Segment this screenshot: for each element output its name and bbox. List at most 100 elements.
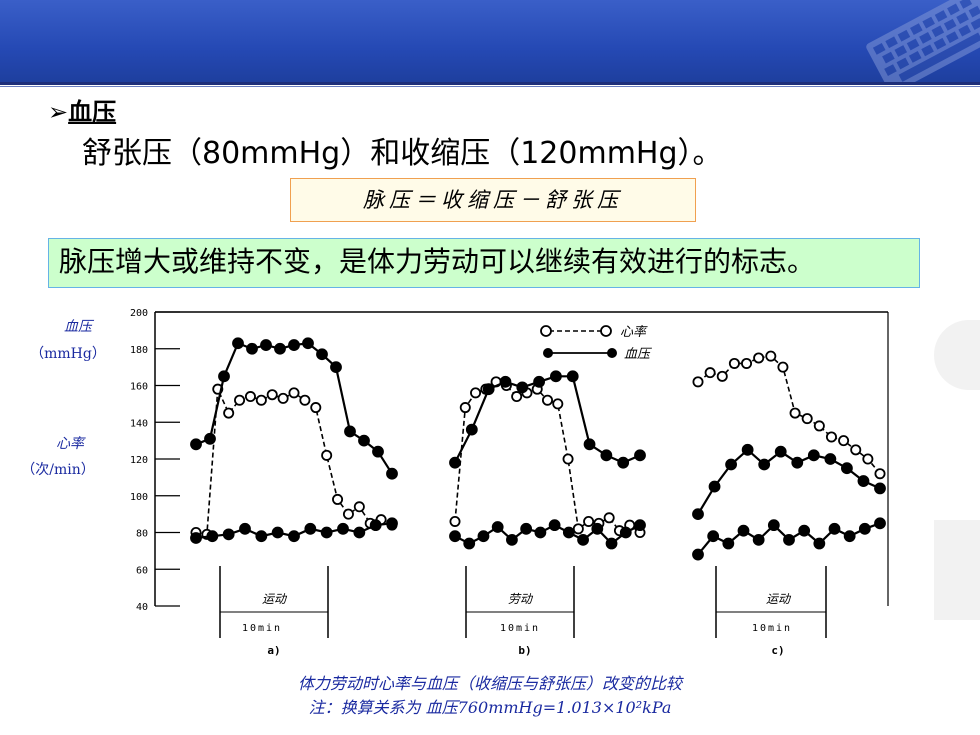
systolic-point [741,443,754,456]
systolic-point [499,375,512,388]
heart-rate-point [234,394,246,406]
panel-label: c) [771,644,784,657]
systolic-point [725,458,737,471]
heart-rate-point [459,402,471,414]
diastolic-point [304,522,317,535]
y-label-bp-name: 血压 [64,319,95,335]
heart-rate-point [741,357,753,369]
diastolic-point [752,533,765,546]
diastolic-point [548,519,561,532]
heart-rate-point [310,402,322,414]
diastolic-point [722,537,735,550]
duration-label: 10min [500,623,540,634]
heart-rate-point [223,407,235,419]
systolic-line [697,448,881,515]
systolic-point [841,462,853,475]
heart-rate-point [449,515,461,527]
heart-rate-line [697,355,881,475]
systolic-point [274,342,286,355]
heart-rate-point [552,398,564,410]
heart-rate-point [838,435,850,447]
systolic-point [316,348,328,361]
section-title: ➢血压 [48,92,116,127]
heart-rate-point [266,389,278,401]
activity-label: 运动 [766,592,792,606]
heart-rate-point [850,444,862,456]
y-tick-label: 80 [136,529,148,540]
diastolic-point [520,522,533,535]
diastolic-point [320,526,333,539]
side-decoration [934,520,980,620]
systolic-point [634,449,646,462]
diastolic-point [828,522,841,535]
y-tick-label: 140 [130,418,148,429]
heart-rate-point [470,387,482,399]
panel-2: 劳动 10min b) [449,370,646,657]
activity-label: 运动 [262,592,288,606]
systolic-line [195,341,393,475]
heart-rate-point [692,376,704,388]
heart-rate-point [572,523,584,535]
y-tick-label: 200 [130,308,148,319]
diastolic-point [707,530,720,543]
diastolic-point [369,519,382,532]
heart-rate-point [801,413,813,425]
diastolic-point [858,522,871,535]
heart-rate-blood-pressure-chart: 血压 （mmHg） 心率 （次/min） 40 60 80 100 120 140 160 1… [21,308,889,657]
legend-blood-pressure-label: 血压 [624,347,652,362]
legend-heart-rate-label: 心率 [620,324,648,340]
diastolic-point [767,519,780,532]
systolic-point [372,445,384,458]
panel-1: 运动 10min a) [190,337,398,657]
section-title-text: 血压 [68,98,117,126]
systolic-point [482,383,495,396]
heart-rate-point [542,394,554,406]
diastolic-point [491,521,504,533]
pressure-description: 舒张压（80mmHg）和收缩压（120mmHg）。 [82,136,723,171]
systolic-point [708,480,721,493]
heart-rate-point [789,407,801,419]
systolic-point [302,337,314,350]
systolic-point [566,370,579,383]
systolic-point [807,449,820,462]
heart-rate-point [342,508,354,520]
keyboard-icon [866,0,980,82]
systolic-point [583,438,596,451]
arrow-bullet-icon: ➢ [48,98,69,126]
heart-rate-point [332,493,344,505]
y-tick-label: 120 [130,455,148,466]
systolic-point [344,425,356,438]
panel-label: a) [267,644,280,657]
duration-label: 10min [752,623,792,634]
diastolic-point [605,537,618,550]
diastolic-point [534,526,547,539]
y-label-bp-unit: （mmHg） [30,346,106,362]
heart-rate-point [321,449,333,461]
systolic-point [246,342,258,355]
duration-label: 10min [242,623,282,634]
legend-blood-pressure-marker [543,348,553,358]
heart-rate-point [874,468,886,480]
y-tick-label: 160 [130,382,148,393]
y-tick-label: 100 [130,492,148,503]
heart-rate-point [862,453,874,465]
heart-rate-point [353,501,365,513]
diastolic-point [562,526,575,539]
systolic-point [260,339,272,351]
diastolic-point [386,517,398,530]
systolic-point [857,475,870,487]
diastolic-point [477,530,490,543]
heart-rate-point [255,394,267,406]
systolic-point [758,458,771,471]
diastolic-point [337,522,349,535]
heart-rate-point [716,370,728,382]
panel-3: 运动 10min c) [692,350,886,657]
systolic-point [449,456,461,469]
diastolic-point [591,522,604,535]
systolic-point [533,375,545,388]
diastolic-point [506,533,518,546]
diastolic-point [619,526,632,539]
heart-rate-point [277,392,289,404]
heart-rate-point [562,453,574,465]
systolic-point [692,508,704,521]
